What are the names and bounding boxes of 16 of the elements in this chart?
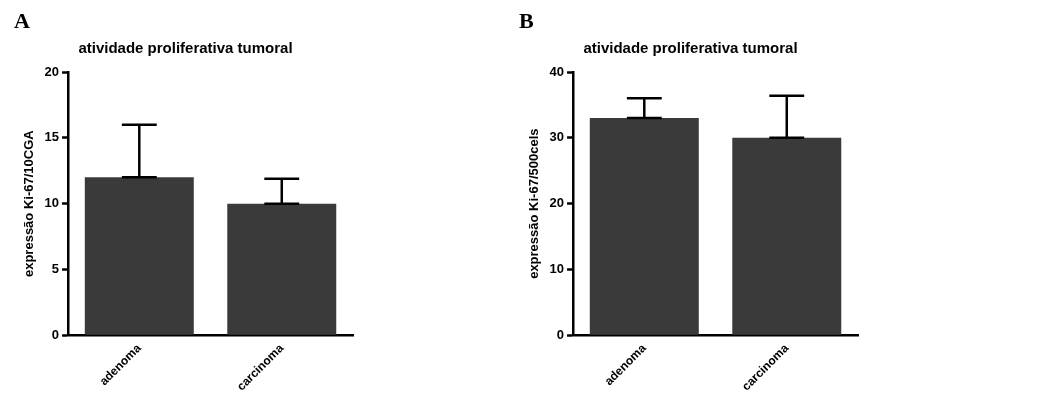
y-tick-label: 15	[44, 129, 60, 145]
y-tick-label: 5	[51, 261, 60, 277]
y-tick-label: 0	[51, 326, 60, 342]
y-tick-label: 20	[44, 63, 60, 79]
chart-title: atividade proliferativa tumoral	[78, 39, 293, 57]
y-axis-title: expressão Ki-67/10CGA	[21, 129, 37, 278]
y-tick-label: 40	[549, 63, 565, 79]
y-tick-label: 10	[44, 195, 60, 211]
text: A	[13, 8, 31, 35]
chart-title: atividade proliferativa tumoral	[583, 39, 798, 57]
y-tick-label: 10	[549, 261, 565, 277]
y-tick-label: 0	[556, 326, 565, 342]
y-tick-label: 20	[549, 195, 565, 211]
y-axis-title: expressão Ki-67/500cels	[526, 128, 542, 279]
y-tick-label: 30	[549, 129, 565, 145]
text: B	[518, 8, 535, 35]
